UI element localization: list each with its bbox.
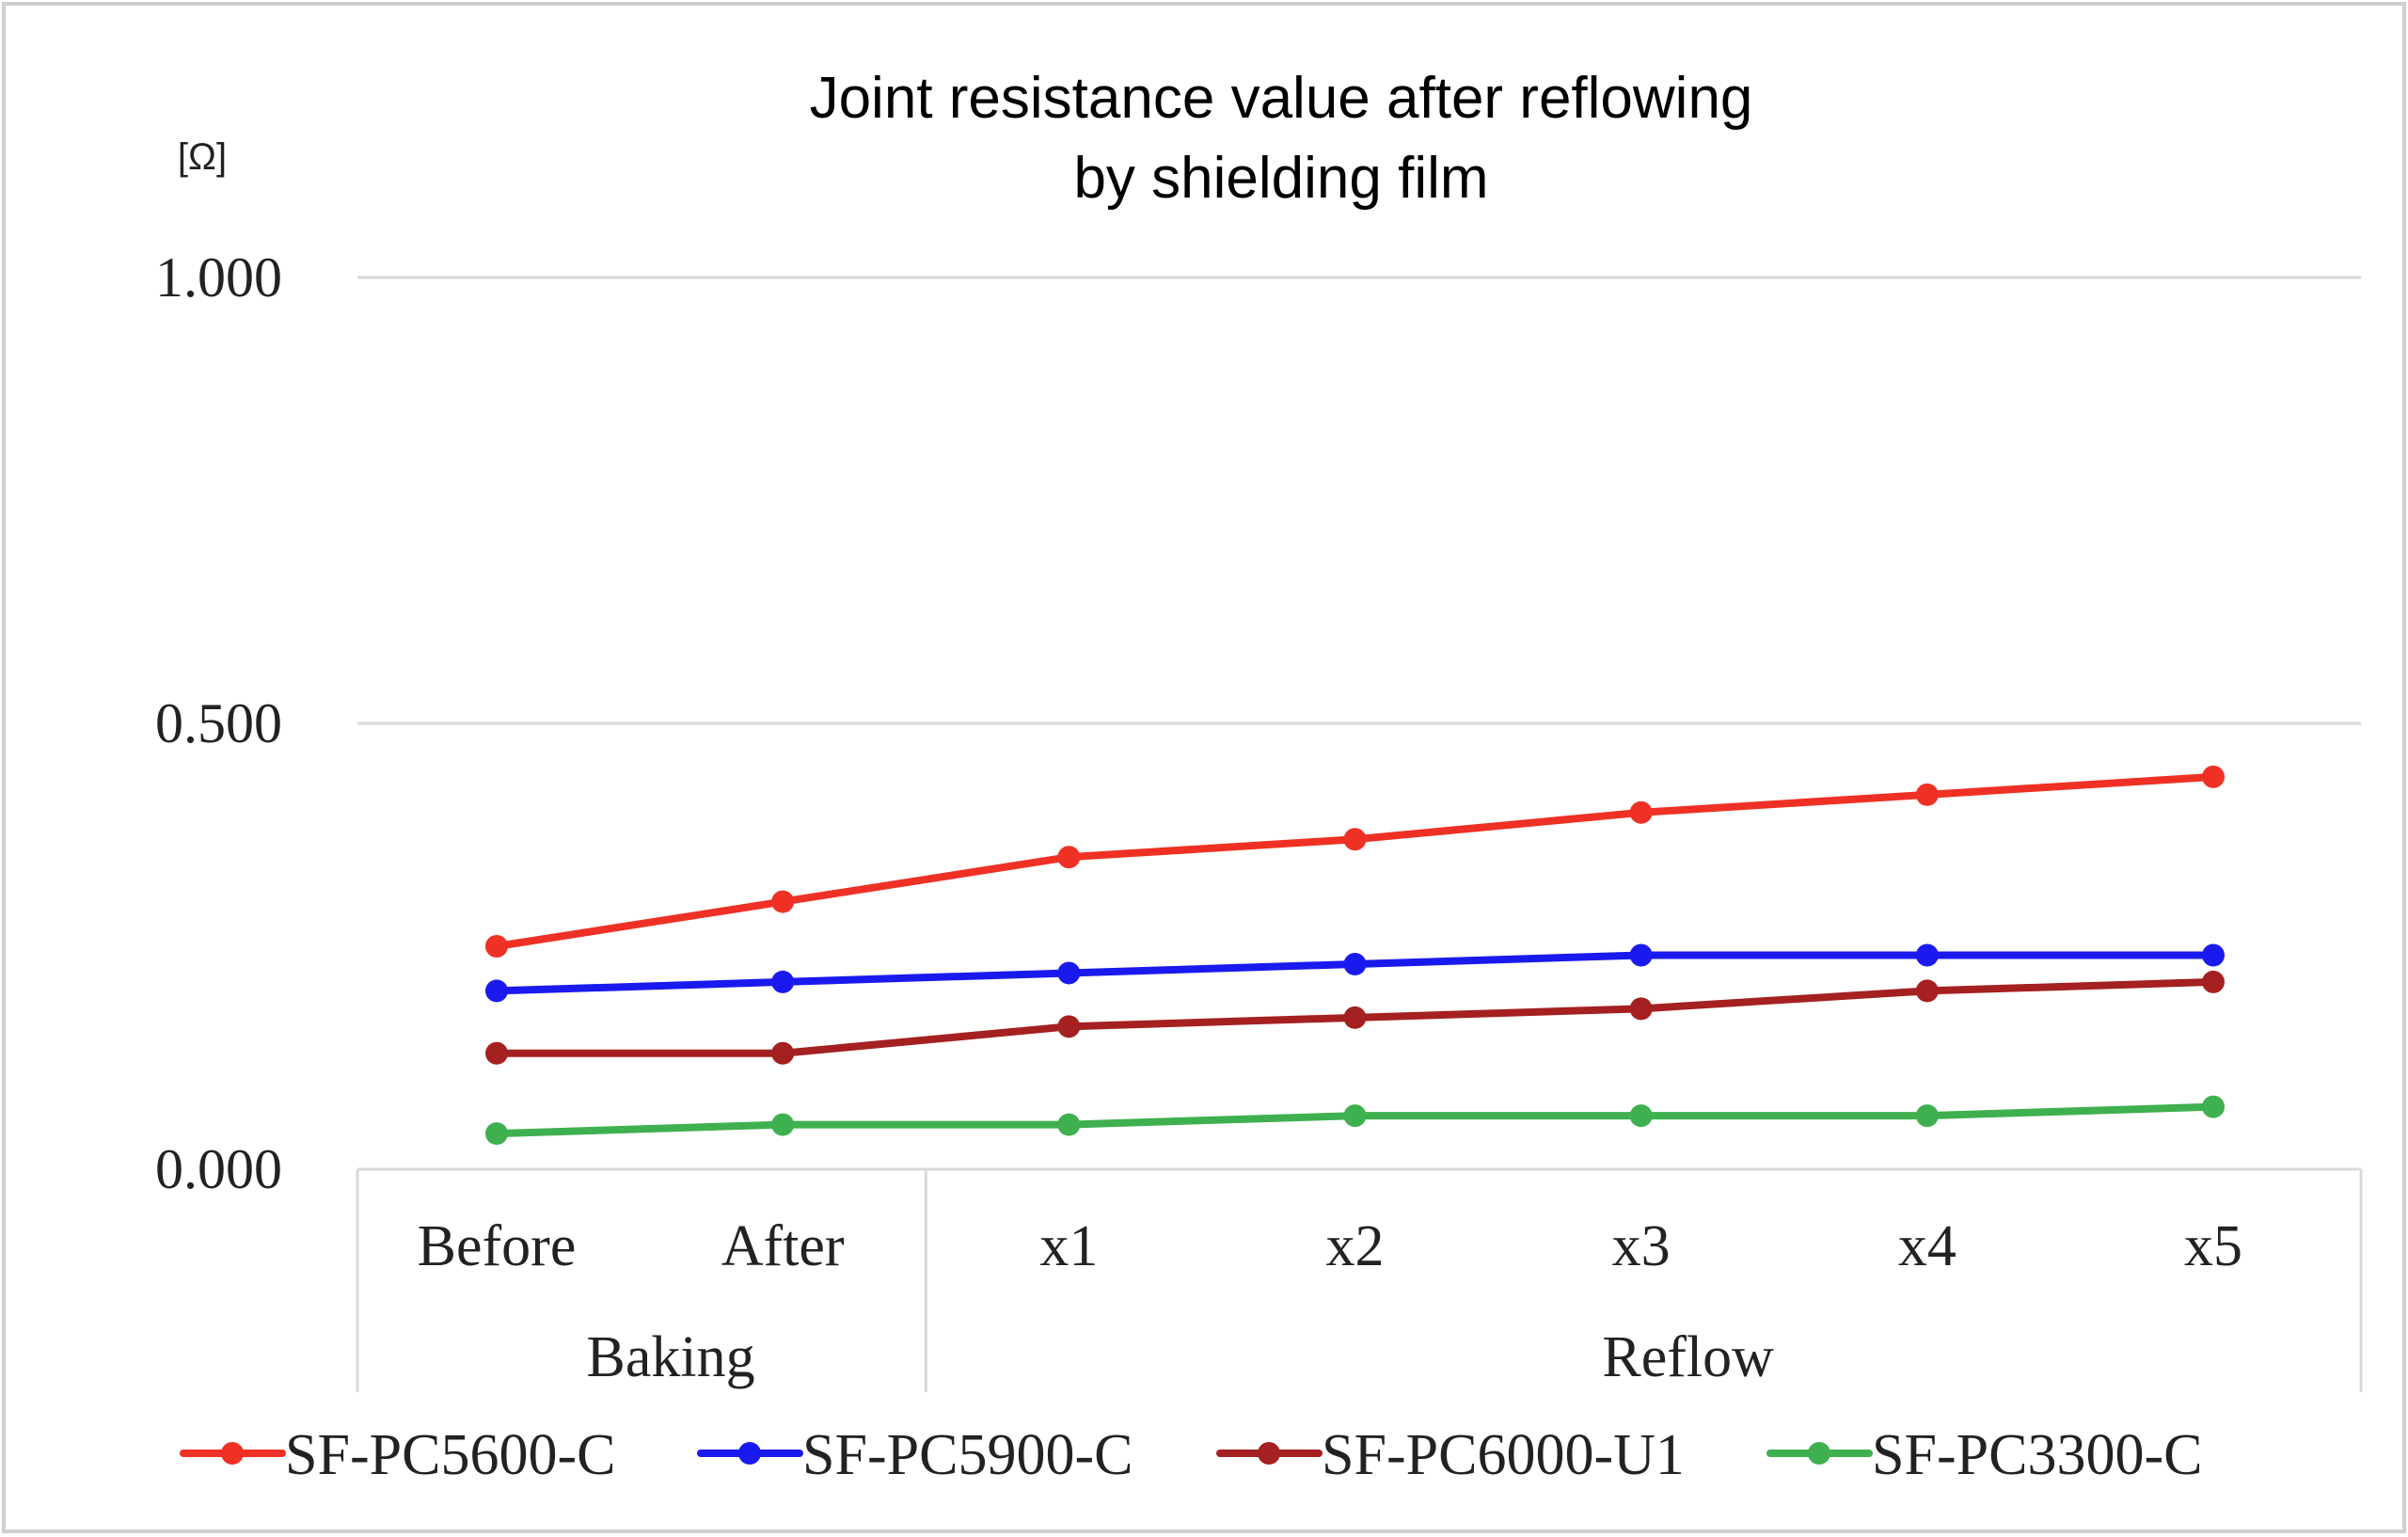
data-point <box>485 1041 508 1065</box>
data-point <box>2202 765 2225 788</box>
data-point <box>1629 997 1653 1021</box>
data-point <box>1629 800 1653 824</box>
series-sf-pc5600-c <box>485 765 2225 958</box>
series-sf-pc3300-c <box>485 1095 2225 1146</box>
x-tick-label: x2 <box>1326 1214 1385 1278</box>
chart-title-line-1: Joint resistance value after reflowing <box>810 66 1753 131</box>
gridlines <box>357 276 2361 725</box>
data-point <box>1915 783 1939 806</box>
data-point <box>1915 979 1939 1003</box>
legend-swatch-marker <box>1258 1442 1280 1465</box>
data-point <box>1057 846 1081 869</box>
x-tick-label: x1 <box>1039 1214 1098 1278</box>
data-point <box>1057 1015 1081 1038</box>
series-lines <box>485 765 2225 1146</box>
x-tick-label: After <box>721 1214 845 1278</box>
data-point <box>485 979 508 1003</box>
data-point <box>1915 943 1939 967</box>
x-group-label: Reflow <box>1602 1325 1774 1389</box>
data-point <box>1343 1104 1367 1128</box>
legend-label: SF-PC5900-C <box>802 1423 1133 1487</box>
data-point <box>1343 1006 1367 1029</box>
legend-item: SF-PC5600-C <box>180 1423 615 1487</box>
data-point <box>1629 1104 1653 1128</box>
series-sf-pc6000-u1 <box>485 970 2225 1065</box>
data-point <box>771 970 795 993</box>
data-point <box>771 1113 795 1136</box>
legend-item: SF-PC3300-C <box>1766 1423 2202 1487</box>
legend-swatch-marker <box>738 1442 761 1465</box>
data-point <box>1057 1113 1081 1136</box>
legend: SF-PC5600-C SF-PC5900-C SF-PC6000-U1 SF-PC3… <box>180 1423 2202 1487</box>
x-group-label: Baking <box>587 1325 755 1389</box>
legend-item: SF-PC6000-U1 <box>1216 1423 1685 1487</box>
legend-label: SF-PC5600-C <box>285 1423 615 1487</box>
chart-title-line-2: by shielding film <box>1073 146 1488 211</box>
x-tick-label: Before <box>418 1214 577 1278</box>
data-point <box>485 1122 508 1146</box>
legend-swatch-marker <box>221 1442 244 1465</box>
legend-swatch-marker <box>1808 1442 1830 1465</box>
legend-item: SF-PC5900-C <box>697 1423 1133 1487</box>
data-point <box>1343 828 1367 851</box>
data-point <box>1915 1104 1939 1128</box>
data-point <box>485 935 508 958</box>
data-point <box>2202 943 2225 967</box>
data-point <box>2202 1095 2225 1118</box>
legend-label: SF-PC3300-C <box>1872 1423 2202 1487</box>
data-point <box>1057 961 1081 985</box>
x-axis: Before After x1 x2 x3 x4 x5 Baking Reflow <box>356 1167 2363 1392</box>
data-point <box>1343 952 1367 975</box>
data-point <box>2202 970 2225 993</box>
y-tick-label: 0.000 <box>155 1138 282 1200</box>
y-tick-label: 0.500 <box>155 692 282 754</box>
x-tick-label: x4 <box>1898 1214 1956 1278</box>
y-tick-label: 1.000 <box>155 246 282 309</box>
data-point <box>771 890 795 913</box>
y-axis-unit-label: [Ω] <box>178 136 227 178</box>
data-point <box>1629 943 1653 967</box>
y-axis-ticks: 1.000 0.500 0.000 <box>155 246 282 1200</box>
data-point <box>771 1041 795 1065</box>
legend-label: SF-PC6000-U1 <box>1322 1423 1685 1487</box>
series-sf-pc5900-c <box>485 943 2225 1003</box>
x-tick-label: x3 <box>1612 1214 1671 1278</box>
x-tick-label: x5 <box>2184 1214 2242 1278</box>
